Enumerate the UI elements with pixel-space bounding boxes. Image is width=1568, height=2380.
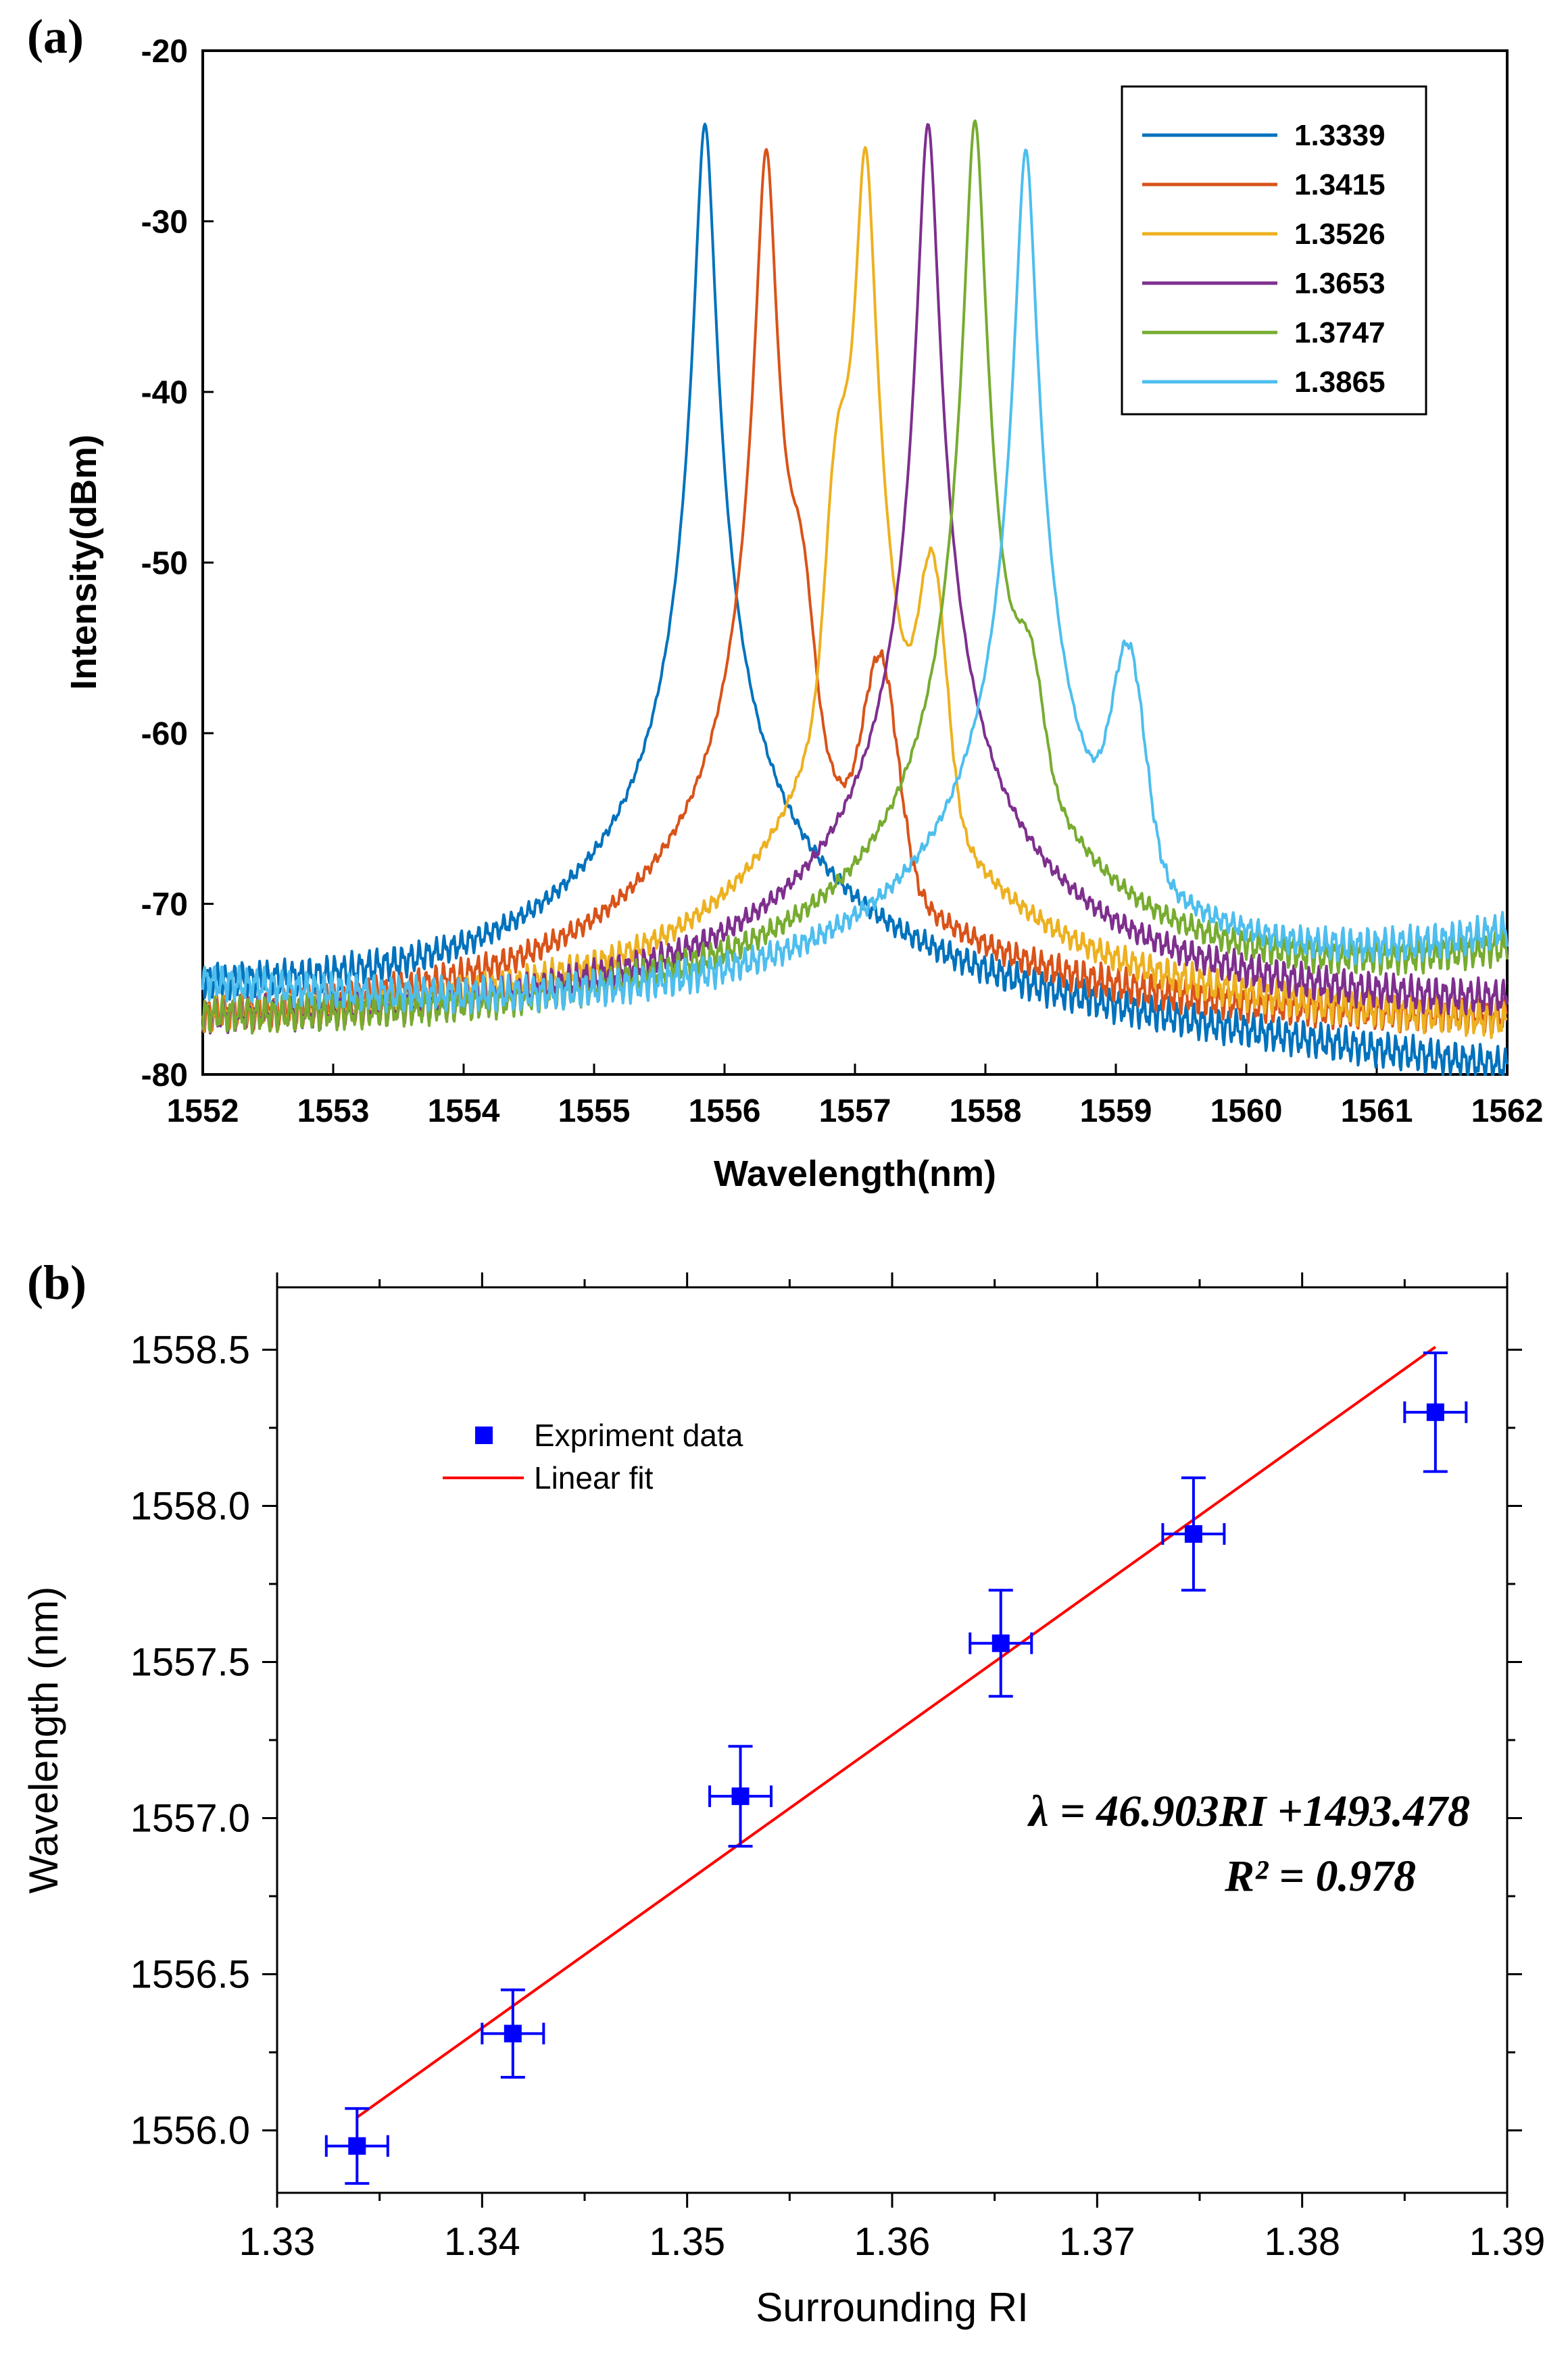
panel-a-y-axis-label: Intensity(dBm) [64, 435, 104, 690]
panel-b-y-tick-label: 1558.5 [130, 1328, 250, 1372]
panel-a-x-tick-label: 1552 [167, 1093, 239, 1129]
panel-b-plot-frame [276, 1286, 1509, 2194]
panel-a-legend: 1.3339 1.3415 1.3526 1.3653 1.3747 1.3865 [1121, 85, 1427, 416]
equation-line-1: λ = 46.903RI +1493.478 [1027, 1787, 1470, 1836]
panel-a-x-tick-label: 1562 [1471, 1093, 1544, 1129]
panel-a-x-tick-label: 1555 [558, 1093, 631, 1129]
panel-b-points [324, 1352, 1468, 2185]
panel-b-y-tick-label: 1557.0 [130, 1797, 250, 1841]
linear-fit-line [356, 1345, 1436, 2118]
panel-a-label: (a) [27, 9, 84, 64]
panel-b-x-tick-label: 1.36 [854, 2220, 931, 2264]
panel-a-x-tick-label: 1560 [1210, 1093, 1283, 1129]
panel-a-y-tick-label: -70 [141, 887, 188, 923]
panel-b-legend: Expriment data Linear fit [443, 1418, 743, 1495]
panel-a-x-tick-label: 1561 [1341, 1093, 1413, 1129]
data-point-0 [348, 2137, 366, 2155]
legend-label-1_3653: 1.3653 [1294, 267, 1386, 300]
panel-a-x-tick-label: 1553 [297, 1093, 370, 1129]
legend-marker-experiment [475, 1427, 493, 1444]
legend-label-1_3865: 1.3865 [1294, 366, 1386, 399]
legend-label-experiment: Expriment data [534, 1418, 743, 1453]
spectrum-line-1_3747 [201, 119, 1509, 1035]
panel-b-y-tick-label: 1556.0 [130, 2109, 250, 2153]
panel-a-ticks: 1552 1553 1554 1555 1556 1557 1558 1559 1560 1561… [141, 34, 1544, 1129]
data-point-3 [991, 1634, 1010, 1652]
data-point-1 [504, 2025, 522, 2043]
legend-label-1_3339: 1.3339 [1294, 119, 1386, 152]
panel-a-y-tick-label: -20 [141, 34, 188, 70]
panel-b-x-tick-label: 1.38 [1264, 2220, 1340, 2264]
panel-b-y-axis-label: Wavelength (nm) [21, 1587, 66, 1894]
panel-b-x-tick-label: 1.37 [1059, 2220, 1135, 2264]
panel-a-x-tick-label: 1558 [950, 1093, 1022, 1129]
panel-b-fit [356, 1345, 1436, 2118]
panel-a-x-tick-label: 1559 [1080, 1093, 1152, 1129]
spectrum-line-1_3653 [201, 123, 1509, 1035]
panel-a: (a) 1552 1553 1554 1555 1556 1557 1558 1559 1560… [27, 9, 1543, 1194]
panel-b-y-tick-label: 1558.0 [130, 1484, 250, 1528]
panel-b-y-tick-label: 1556.5 [130, 1953, 250, 1997]
legend-label-1_3526: 1.3526 [1294, 218, 1386, 251]
panel-b: (b) 1.33 1.34 1.35 1.36 1.37 1.38 1.39 1556.0 15… [21, 1256, 1545, 2330]
panel-b-ticks: 1.33 1.34 1.35 1.36 1.37 1.38 1.39 1556.0 1556.5… [130, 1272, 1546, 2264]
panel-b-y-tick-label: 1557.5 [130, 1640, 250, 1684]
panel-b-x-tick-label: 1.35 [649, 2220, 725, 2264]
panel-a-y-tick-label: -80 [141, 1058, 188, 1093]
panel-a-x-axis-label: Wavelength(nm) [714, 1154, 996, 1194]
data-point-2 [731, 1787, 750, 1806]
spectrum-line-1_3415 [201, 148, 1509, 1035]
panel-a-x-tick-label: 1556 [689, 1093, 761, 1129]
panel-a-x-tick-label: 1554 [428, 1093, 500, 1129]
panel-b-x-tick-label: 1.39 [1469, 2220, 1546, 2264]
panel-a-y-tick-label: -60 [141, 716, 188, 752]
panel-a-y-tick-label: -30 [141, 205, 188, 241]
spectrum-line-1_3339 [201, 122, 1509, 1076]
panel-a-y-tick-label: -40 [141, 375, 188, 411]
panel-a-x-tick-label: 1557 [819, 1093, 891, 1129]
legend-label-1_3747: 1.3747 [1294, 316, 1386, 349]
data-point-5 [1426, 1403, 1444, 1421]
spectrum-line-1_3865 [201, 149, 1509, 1014]
panel-a-series [201, 119, 1509, 1076]
data-point-4 [1184, 1525, 1202, 1543]
panel-a-legend-box [1121, 85, 1427, 416]
legend-label-fit: Linear fit [534, 1460, 654, 1495]
panel-a-y-tick-label: -50 [141, 546, 188, 582]
panel-b-x-tick-label: 1.33 [239, 2220, 316, 2264]
equation-line-2: R² = 0.978 [1224, 1852, 1416, 1901]
panel-b-x-tick-label: 1.34 [444, 2220, 520, 2264]
panel-b-x-axis-label: Surrounding RI [756, 2285, 1029, 2330]
legend-label-1_3415: 1.3415 [1294, 168, 1386, 201]
panel-b-label: (b) [27, 1256, 87, 1310]
